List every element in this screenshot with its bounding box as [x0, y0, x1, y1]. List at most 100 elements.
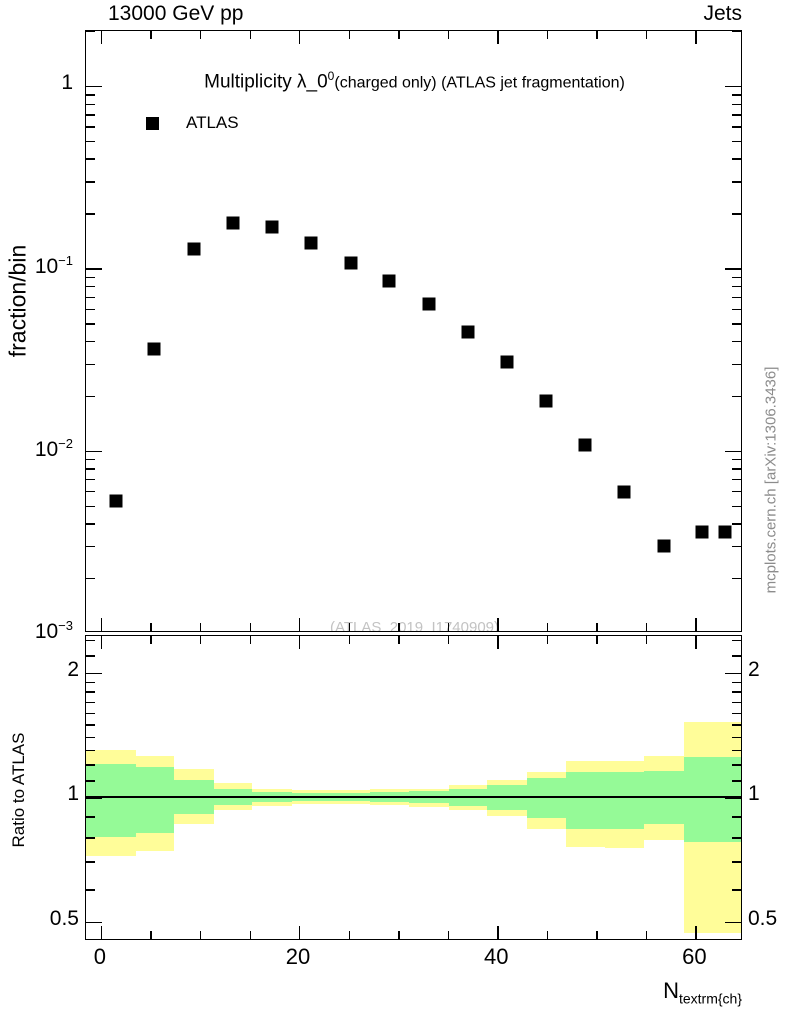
data-point-marker [109, 494, 123, 508]
ratio-x-tick-minor [348, 931, 350, 939]
y-tick-minor [86, 545, 95, 548]
ratio-x-tick-minor [249, 636, 251, 644]
ratio-band-inner [135, 767, 175, 833]
ratio-band-inner [565, 772, 606, 829]
y-tick-minor [732, 285, 741, 288]
y-tick-minor [86, 478, 95, 481]
ratio-band-inner [86, 764, 136, 838]
data-point-marker [617, 485, 631, 499]
source-watermark: mcplots.cern.ch [arXiv:1306.3436] [758, 330, 784, 630]
y-tick-minor [86, 491, 95, 493]
ratio-x-tick-minor [546, 636, 549, 644]
y-tick-minor [86, 340, 95, 343]
y-tick-minor [732, 468, 741, 470]
y-tick-minor [732, 478, 741, 481]
ratio-x-tick-minor [398, 931, 400, 939]
x-tick-label: 0 [93, 944, 106, 969]
y-tick-minor [86, 395, 95, 398]
y-tick-minor [732, 181, 741, 183]
header-category: Jets [703, 2, 742, 25]
x-axis-tick-labels: 0 20 40 60 [85, 944, 742, 974]
y-tick-minor [732, 578, 741, 580]
ratio-x-tick-major [100, 636, 103, 649]
y-tick-label: 1 [61, 70, 73, 94]
x-tick-label: 20 [285, 944, 311, 969]
ratio-y-tick-minor [732, 736, 741, 739]
y-tick-minor [732, 31, 741, 33]
ratio-y-tick-minor [86, 639, 95, 642]
data-point-marker [461, 325, 475, 339]
ratio-y-tick-minor [86, 712, 95, 715]
analysis-id-watermark: (ATLAS_2019_I1740909) [329, 619, 499, 631]
ratio-x-tick-minor [398, 636, 400, 644]
ratio-x-tick-minor [596, 636, 598, 644]
x-tick-minor [249, 31, 251, 39]
ratio-x-tick-minor [596, 931, 598, 939]
ratio-y-tick-minor [86, 701, 95, 704]
y-tick-minor [732, 505, 741, 507]
ratio-y-tick-minor [86, 816, 95, 818]
ratio-y-tick-major [86, 797, 102, 799]
data-point-marker [718, 525, 732, 539]
ratio-y-tick-label: 1 [67, 782, 79, 806]
x-axis-title-base: N [663, 978, 679, 1003]
ratio-x-tick-minor [447, 636, 450, 644]
x-tick-minor [645, 31, 648, 39]
ratio-y-tick-major [86, 922, 102, 924]
ratio-y-tick-minor [732, 701, 741, 704]
ratio-x-tick-major [497, 636, 499, 649]
y-tick-minor [86, 285, 95, 288]
data-point-marker [304, 236, 318, 250]
plot-title-exponent: 0 [327, 69, 335, 83]
ratio-axis-tick-labels-right: 2 1 0.5 [748, 635, 786, 940]
ratio-y-tick-label: 2 [748, 657, 760, 681]
x-tick-minor [199, 623, 202, 631]
x-tick-major [299, 618, 301, 631]
x-tick-major [695, 618, 697, 631]
ratio-y-tick-minor [86, 681, 95, 684]
ratio-y-tick-minor [732, 816, 741, 818]
y-tick-major [86, 268, 102, 270]
y-tick-major [725, 268, 741, 270]
x-tick-label: 40 [483, 944, 509, 969]
y-axis-tick-labels: 1 10−1 10−2 10−3 [0, 30, 79, 642]
plot-title-main: Multiplicity λ_0 [204, 71, 328, 93]
ratio-y-tick-minor [732, 837, 741, 839]
x-tick-minor [596, 31, 598, 39]
x-tick-minor [249, 623, 251, 631]
x-tick-minor [199, 31, 202, 39]
y-tick-minor [732, 213, 741, 215]
data-point-marker [657, 539, 671, 553]
x-tick-minor [398, 623, 400, 631]
data-point-marker [695, 525, 709, 539]
ratio-y-tick-minor [86, 691, 95, 693]
x-axis-title: Ntextrm{ch} [663, 978, 742, 1006]
ratio-band-inner [683, 757, 741, 842]
y-tick-minor [732, 458, 741, 461]
x-tick-major [299, 31, 301, 44]
ratio-y-tick-minor [732, 861, 741, 863]
source-watermark-text: mcplots.cern.ch [arXiv:1306.3436] [762, 366, 780, 594]
ratio-y-tick-major [86, 672, 102, 674]
data-point-marker [265, 220, 279, 234]
y-tick-minor [86, 578, 95, 580]
ratio-x-tick-major [695, 926, 697, 939]
data-point-marker [539, 394, 553, 408]
ratio-y-tick-label: 0.5 [49, 907, 79, 931]
y-tick-minor [732, 296, 741, 298]
y-tick-minor [86, 323, 95, 325]
data-point-marker [422, 297, 436, 311]
ratio-x-tick-minor [645, 636, 648, 644]
y-tick-major [86, 450, 102, 453]
y-tick-minor [86, 308, 95, 311]
ratio-y-tick-minor [732, 889, 741, 891]
y-tick-minor [86, 181, 95, 183]
x-tick-minor [398, 31, 400, 39]
y-tick-minor [86, 363, 95, 365]
y-tick-minor [732, 126, 741, 128]
ratio-y-tick-minor [86, 837, 95, 839]
y-tick-minor [732, 158, 741, 160]
y-tick-major [725, 85, 741, 88]
x-tick-minor [546, 31, 549, 39]
y-tick-minor [86, 505, 95, 507]
